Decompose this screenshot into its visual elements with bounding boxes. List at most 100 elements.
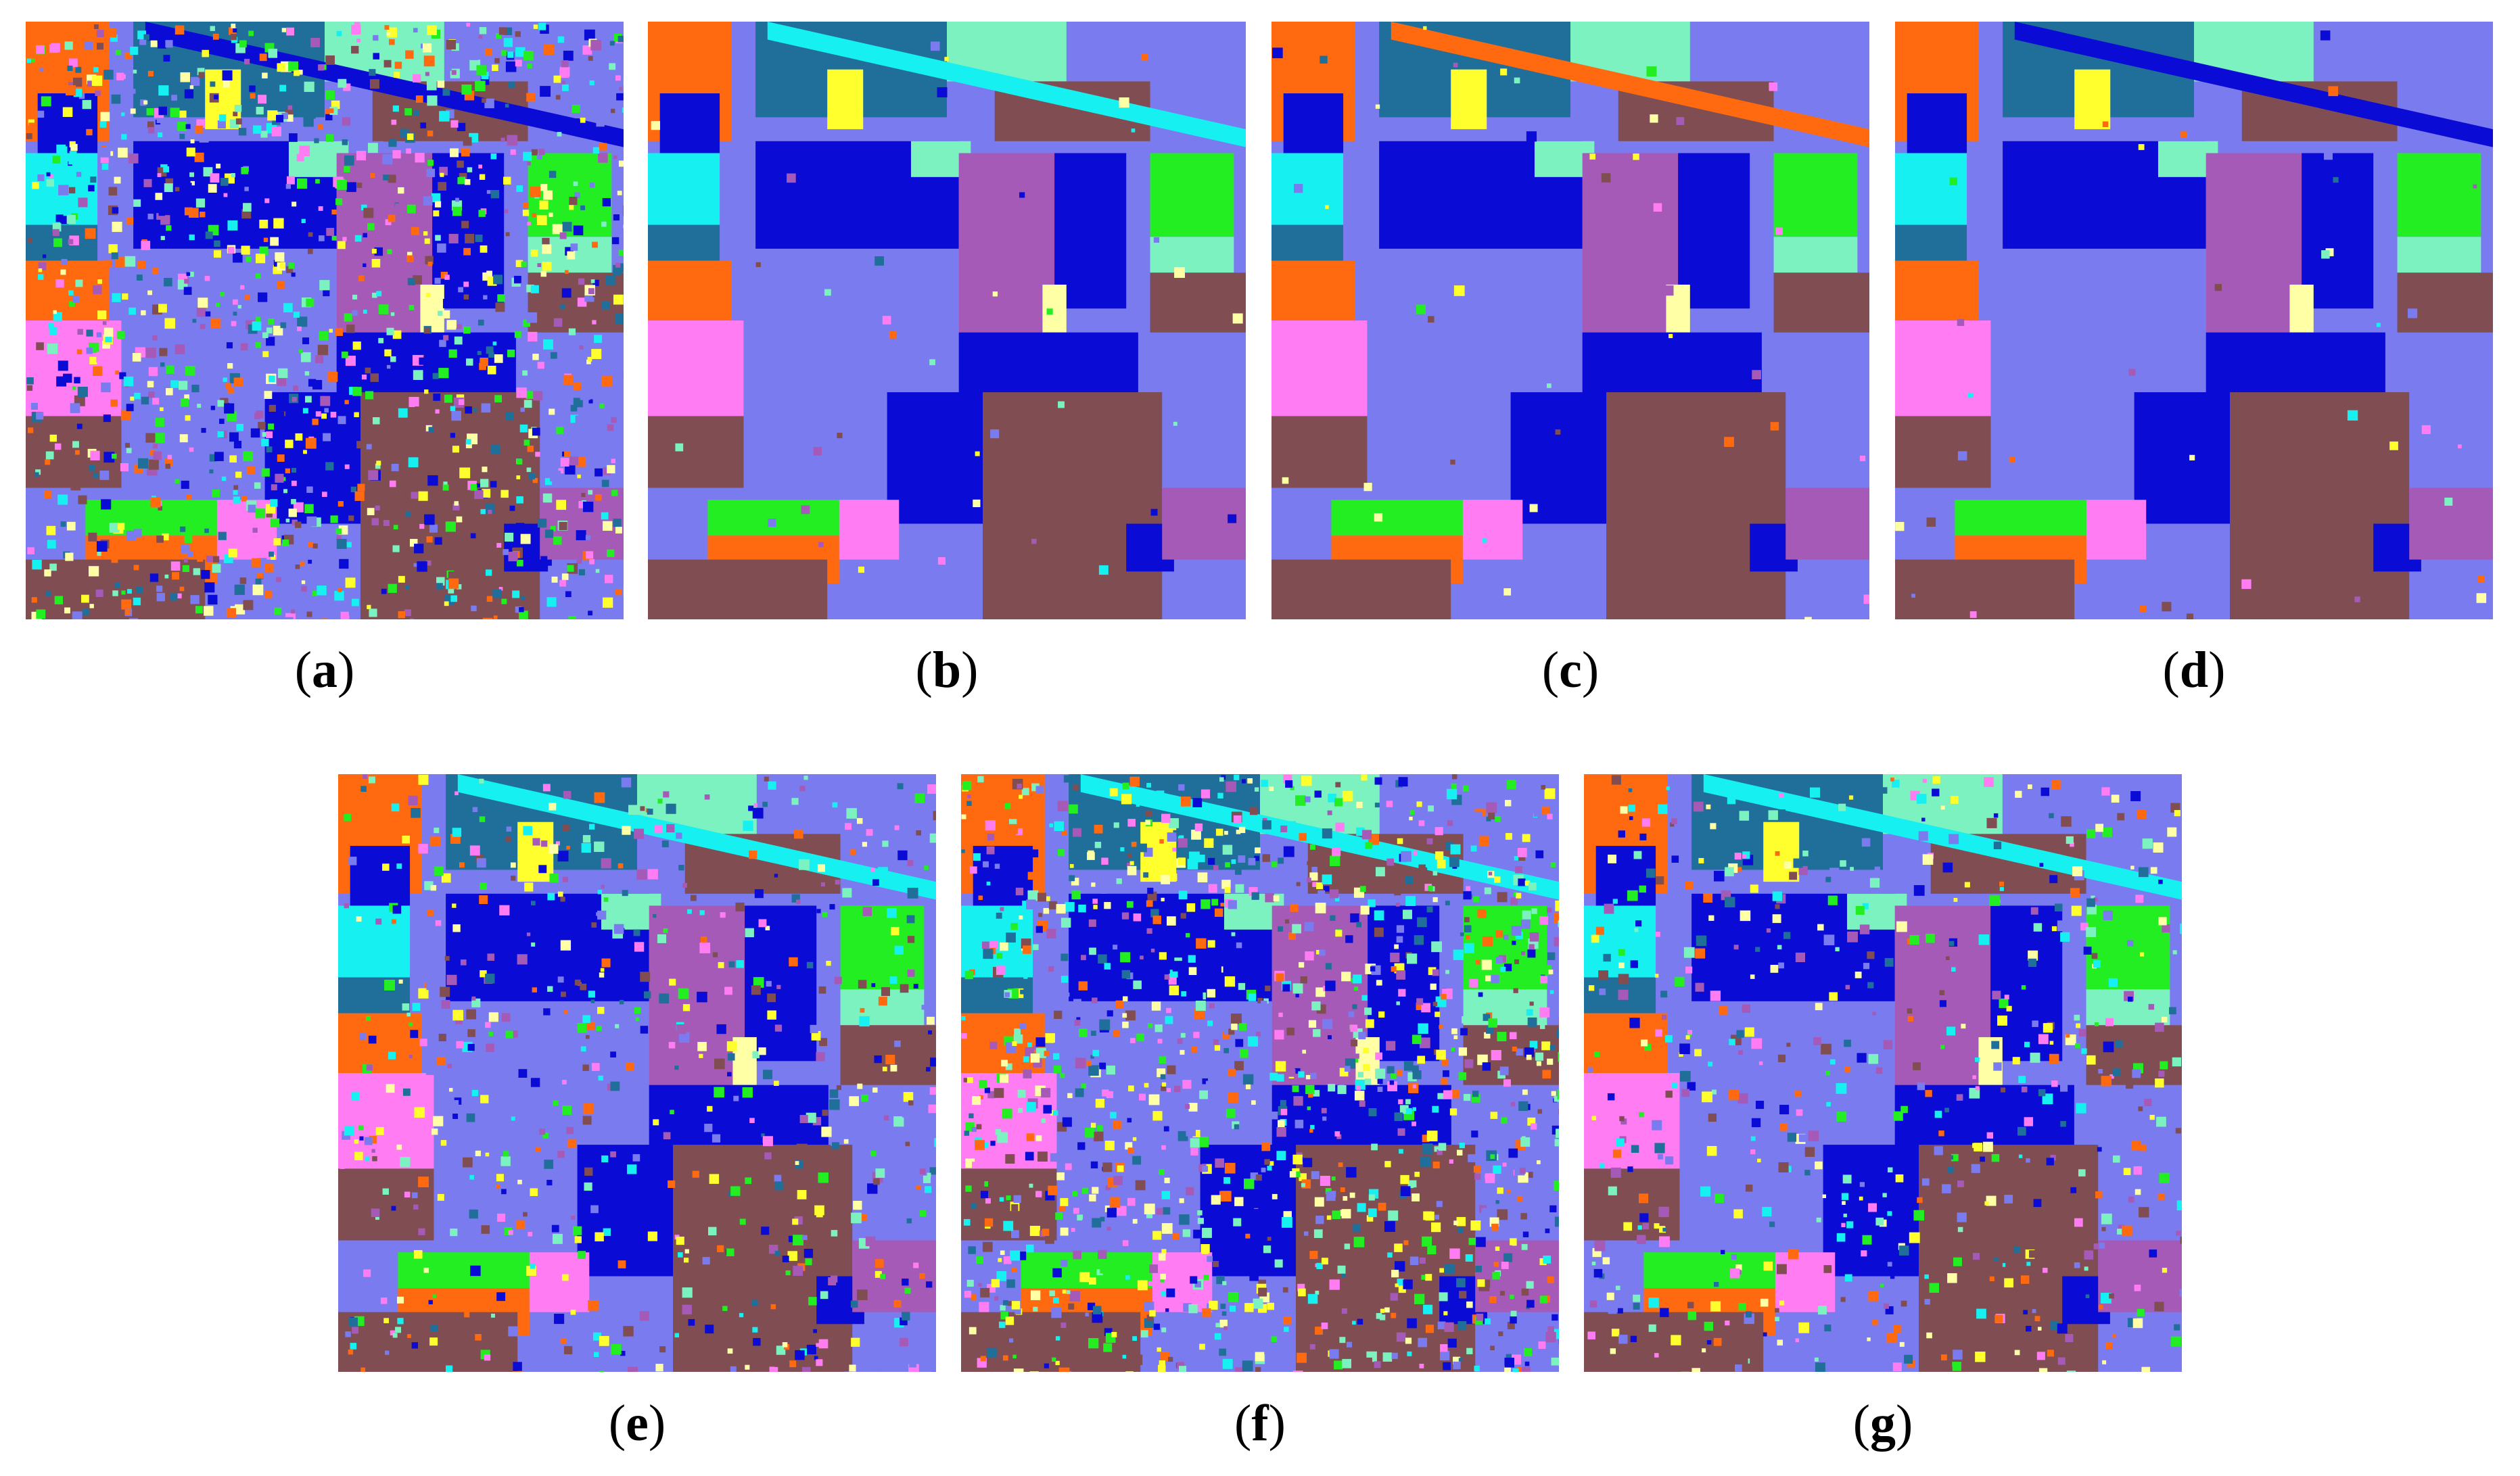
map-speckle xyxy=(511,876,516,881)
map-speckle xyxy=(390,312,395,316)
map-speckle xyxy=(225,383,231,389)
map-speckle xyxy=(1167,916,1176,926)
map-speckle xyxy=(557,1151,565,1158)
map-speckle xyxy=(234,105,242,112)
map-speckle xyxy=(1836,1082,1847,1094)
map-speckle xyxy=(111,252,118,260)
map-speckle xyxy=(2101,1076,2111,1087)
map-speckle xyxy=(383,520,390,527)
map-speckle xyxy=(49,434,57,442)
map-speckle xyxy=(1398,777,1408,787)
map-speckle xyxy=(1250,1172,1259,1181)
map-speckle xyxy=(1541,785,1546,790)
map-speckle xyxy=(1450,459,1455,465)
map-speckle xyxy=(1676,117,1685,125)
map-speckle xyxy=(220,291,225,297)
map-speckle xyxy=(540,86,551,97)
map-speckle xyxy=(1437,1149,1443,1156)
map-speckle xyxy=(1113,822,1119,828)
map-speckle xyxy=(1125,1371,1134,1372)
map-speckle xyxy=(1161,1222,1173,1234)
map-speckle xyxy=(411,1342,419,1349)
map-speckle xyxy=(1375,1068,1386,1079)
map-speckle xyxy=(1868,1203,1877,1212)
map-speckle xyxy=(411,808,421,818)
map-speckle xyxy=(562,1105,572,1115)
map-speckle xyxy=(1490,1154,1495,1160)
map-speckle xyxy=(178,360,187,368)
map-speckle xyxy=(308,559,312,564)
map-speckle xyxy=(452,828,462,837)
map-speckle xyxy=(697,1042,707,1051)
map-speckle xyxy=(1228,900,1237,909)
map-speckle xyxy=(1452,774,1457,780)
map-speckle xyxy=(1411,1121,1416,1126)
map-speckle xyxy=(143,100,148,105)
map-speckle xyxy=(717,1245,724,1252)
map-speckle xyxy=(413,110,420,116)
map-speckle xyxy=(76,349,83,354)
map-speckle xyxy=(1547,1058,1554,1065)
map-speckle xyxy=(1436,1201,1443,1208)
map-speckle xyxy=(1219,777,1224,782)
map-speckle xyxy=(360,1367,366,1372)
map-speckle xyxy=(1091,1030,1096,1037)
map-speckle xyxy=(369,253,373,258)
map-speckle xyxy=(857,1289,868,1300)
map-speckle xyxy=(1374,513,1383,522)
map-speckle xyxy=(1537,1160,1541,1164)
map-speckle xyxy=(1483,936,1493,947)
map-speckle xyxy=(301,586,307,592)
map-speckle xyxy=(589,80,594,86)
map-speckle xyxy=(561,398,565,404)
map-speckle xyxy=(1073,1250,1081,1260)
map-speckle xyxy=(678,865,684,871)
map-speckle xyxy=(2112,1155,2120,1163)
map-speckle xyxy=(1462,1016,1469,1024)
map-speckle xyxy=(1498,1331,1503,1337)
map-region xyxy=(1773,272,1869,333)
map-speckle xyxy=(47,343,58,354)
map-speckle xyxy=(1261,1076,1268,1085)
map-speckle xyxy=(1899,1341,1905,1347)
map-speckle xyxy=(2389,442,2398,450)
map-speckle xyxy=(1627,890,1638,901)
map-speckle xyxy=(1993,813,1999,818)
map-speckle xyxy=(2095,1191,2103,1199)
map-speckle xyxy=(1687,1302,1694,1308)
map-speckle xyxy=(1384,1161,1391,1168)
map-speckle xyxy=(983,949,994,959)
map-speckle xyxy=(1742,854,1747,859)
map-region xyxy=(1773,153,1858,237)
map-region xyxy=(2098,1240,2182,1312)
map-speckle xyxy=(195,198,206,208)
map-speckle xyxy=(93,366,103,376)
map-speckle xyxy=(675,443,684,452)
map-speckle xyxy=(509,505,515,511)
map-speckle xyxy=(510,862,516,868)
map-speckle xyxy=(562,410,569,418)
map-speckle xyxy=(2174,1324,2180,1331)
map-speckle xyxy=(40,139,44,144)
map-speckle xyxy=(963,1078,969,1082)
map-speckle xyxy=(504,209,509,214)
map-speckle xyxy=(795,1161,799,1165)
map-speckle xyxy=(1696,935,1707,947)
map-speckle xyxy=(1158,1253,1166,1261)
map-speckle xyxy=(1135,1180,1146,1191)
panel-label-g: (g) xyxy=(1852,1395,1913,1452)
map-speckle xyxy=(1265,985,1271,992)
map-speckle xyxy=(1228,1068,1236,1077)
map-region xyxy=(1451,69,1487,130)
map-speckle xyxy=(1127,1197,1136,1206)
map-speckle xyxy=(39,68,44,72)
map-speckle xyxy=(1228,1092,1238,1103)
map-speckle xyxy=(2066,1371,2076,1372)
map-speckle xyxy=(1635,920,1642,927)
map-speckle xyxy=(1934,1012,1940,1017)
map-speckle xyxy=(711,1134,721,1143)
map-speckle xyxy=(526,284,534,293)
map-speckle xyxy=(337,501,344,507)
map-speckle xyxy=(64,41,73,50)
map-speckle xyxy=(654,825,663,834)
